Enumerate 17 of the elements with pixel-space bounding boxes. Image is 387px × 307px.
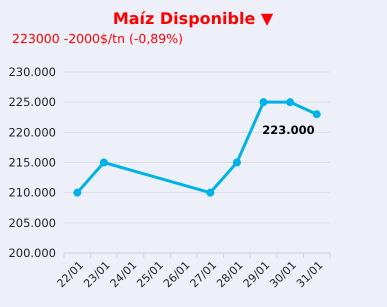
y-tick-label: 200.000 (8, 246, 56, 260)
point (312, 110, 321, 118)
point (206, 188, 214, 197)
y-tick-label: 220.000 (8, 125, 56, 140)
y-tick-label: 210.000 (8, 186, 56, 200)
y-tick-label: 205.000 (8, 216, 56, 230)
chart-subtitle: 223000 -2000$/tn (-0,89%) (12, 31, 183, 46)
point (232, 158, 241, 166)
y-tick-label: 225.000 (8, 95, 56, 110)
y-tick-label: 230.000 (8, 65, 56, 80)
point (286, 98, 294, 106)
point (260, 98, 268, 106)
chart-title: Maíz Disponible ▼ (112, 9, 274, 28)
point (73, 188, 82, 197)
y-tick-label: 215.000 (8, 156, 56, 170)
point (100, 158, 108, 166)
annotation: 223.000 (262, 123, 315, 138)
